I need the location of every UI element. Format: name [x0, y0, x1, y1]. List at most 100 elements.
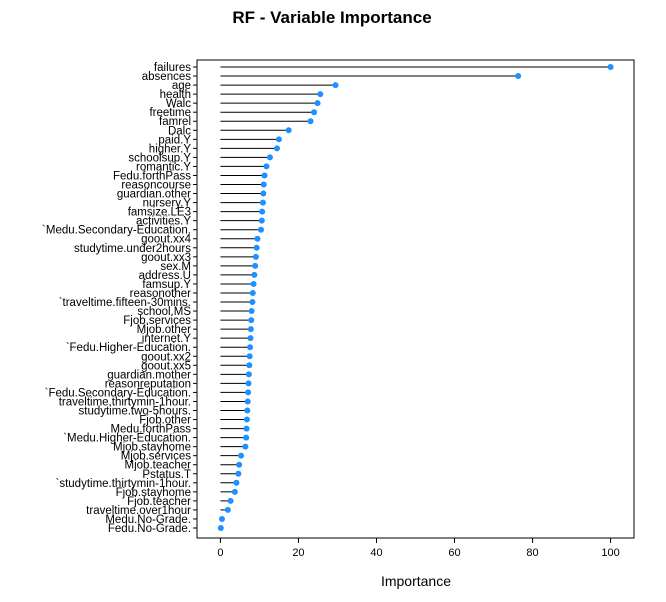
data-point — [275, 136, 282, 143]
data-point — [307, 118, 314, 125]
variable-label: address.U — [139, 270, 191, 282]
variable-label: Mjob.teacher — [125, 460, 192, 472]
variable-label: paid.Y — [158, 134, 191, 146]
data-point — [244, 398, 251, 405]
data-point — [311, 109, 318, 116]
data-point — [243, 416, 250, 423]
variable-label: higher.Y — [149, 143, 192, 155]
variable-label: `Medu.Higher-Education. — [63, 433, 191, 445]
data-point — [263, 163, 270, 170]
x-tick-label: 40 — [370, 547, 382, 559]
data-point — [242, 443, 249, 450]
variable-label: Mjob.other — [137, 324, 192, 336]
data-point — [266, 154, 273, 161]
chart-title: RF - Variable Importance — [232, 8, 431, 27]
data-point — [253, 244, 260, 251]
data-point — [245, 389, 252, 396]
data-point — [231, 488, 238, 495]
data-point — [249, 299, 256, 306]
data-point — [248, 308, 255, 315]
variable-label: reasonother — [130, 288, 192, 300]
x-tick-label: 100 — [601, 547, 619, 559]
variable-label: absences — [142, 71, 191, 83]
data-point — [332, 82, 339, 89]
variable-label: guardian.mother — [107, 369, 191, 381]
x-axis-label: Importance — [381, 573, 451, 589]
data-point — [254, 235, 261, 242]
data-point — [250, 280, 257, 287]
data-point — [260, 181, 267, 188]
data-point — [247, 335, 254, 342]
variable-label: Mjob.services — [121, 451, 192, 463]
data-points — [217, 64, 614, 531]
variable-label: Mjob.stayhome — [113, 442, 191, 454]
data-point — [243, 434, 250, 441]
data-point — [285, 127, 292, 134]
variable-label: Medu.forthPass — [110, 424, 191, 436]
variable-label: goout.xx3 — [141, 252, 191, 264]
variable-label: Fjob.teacher — [127, 496, 191, 508]
variable-label: Fedu.No-Grade. — [108, 523, 191, 535]
data-point — [607, 64, 614, 70]
data-point — [218, 515, 225, 522]
data-point — [261, 172, 268, 179]
variable-label: studytime.two-5hours. — [79, 405, 192, 417]
variable-label: age — [172, 80, 191, 92]
data-point — [227, 497, 234, 504]
variable-label: goout.xx2 — [141, 351, 191, 363]
variable-label: schoolsup.Y — [128, 152, 191, 164]
variable-label: traveltime.over1hour — [86, 505, 191, 517]
variable-label: studytime.under2hours — [74, 243, 191, 255]
data-point — [314, 100, 321, 107]
variable-label: `Medu.Secondary-Education. — [42, 225, 191, 237]
data-point — [251, 271, 258, 278]
variable-label: nursery.Y — [143, 198, 192, 210]
variable-label: famsize.LE3 — [128, 207, 191, 219]
data-point — [258, 217, 265, 224]
variable-label: famsup.Y — [142, 279, 191, 291]
variable-label: freetime — [149, 107, 191, 119]
x-tick-label: 60 — [448, 547, 460, 559]
variable-label: sex.M — [160, 261, 191, 273]
x-tick-label: 0 — [217, 547, 223, 559]
x-axis: 0 20 40 60 80 100 — [217, 538, 620, 559]
data-point — [235, 470, 242, 477]
variable-label: `Fedu.Higher-Education. — [66, 342, 191, 354]
variable-label: Fjob.services — [123, 315, 191, 327]
data-point — [257, 226, 264, 233]
data-point — [248, 317, 255, 324]
variable-label: health — [160, 89, 191, 101]
variable-label: guardian.other — [117, 189, 191, 201]
data-point — [252, 262, 259, 269]
variable-label: reasoncourse — [121, 180, 191, 192]
variable-label: Pstatus.T — [142, 469, 191, 481]
variable-label: school.MS — [137, 306, 191, 318]
variable-label: `studytime.thirtymin-1hour. — [56, 478, 192, 490]
data-point — [246, 353, 253, 360]
variable-label: activities.Y — [136, 216, 191, 228]
data-point — [217, 525, 224, 531]
data-point — [236, 461, 243, 468]
variable-labels: failuresabsencesagehealthWalcfreetimefam… — [42, 62, 197, 535]
x-tick-label: 20 — [292, 547, 304, 559]
variable-label: goout.xx4 — [141, 234, 191, 246]
data-point — [244, 407, 251, 414]
variable-label: romantic.Y — [136, 161, 191, 173]
variable-label: Medu.No-Grade. — [105, 514, 191, 526]
variable-label: Fjob.other — [139, 415, 191, 427]
data-point — [259, 199, 266, 206]
data-point — [245, 371, 252, 378]
data-point — [247, 326, 254, 333]
data-point — [238, 452, 245, 459]
data-point — [317, 91, 324, 98]
variable-label: goout.xx5 — [141, 360, 191, 372]
variable-label: Dalc — [168, 125, 191, 137]
plot-frame — [196, 59, 635, 539]
variable-label: `Fedu.Secondary-Education. — [45, 387, 191, 399]
data-point — [243, 425, 250, 432]
data-point — [260, 190, 267, 197]
variable-label: traveltime.thirtymin-1hour. — [59, 396, 191, 408]
data-point — [249, 289, 256, 296]
data-point — [246, 362, 253, 369]
